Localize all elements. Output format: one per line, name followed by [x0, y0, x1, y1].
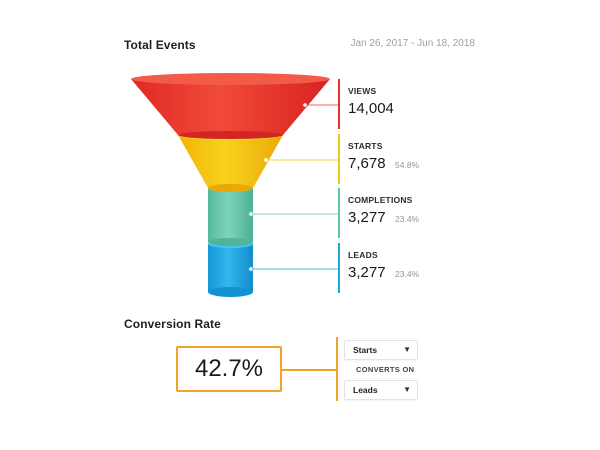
stage-starts[interactable]: STARTS 7,678 54.8%: [338, 134, 419, 184]
stage-percent: 23.4%: [395, 214, 420, 224]
rate-connector: [280, 369, 338, 371]
stage-views[interactable]: VIEWS 14,004: [338, 79, 394, 129]
chevron-down-icon: ▼: [403, 345, 411, 354]
conversion-rate-title: Conversion Rate: [124, 317, 221, 331]
stage-label: LEADS: [348, 250, 378, 260]
stage-percent: 54.8%: [395, 160, 420, 170]
rate-accent-bar: [336, 337, 338, 401]
stage-label: STARTS: [348, 141, 383, 151]
funnel-views-segment[interactable]: [131, 73, 330, 139]
stage-percent: 23.4%: [395, 269, 420, 279]
conversion-rate-value: 42.7%: [176, 346, 282, 392]
date-range[interactable]: Jan 26, 2017 - Jun 18, 2018: [350, 38, 475, 49]
total-events-title: Total Events: [124, 38, 196, 52]
stage-label: VIEWS: [348, 86, 377, 96]
leads-dot: [248, 266, 254, 272]
from-stage-select[interactable]: Starts ▼: [344, 340, 418, 360]
stage-label: COMPLETIONS: [348, 195, 413, 205]
stage-completions[interactable]: COMPLETIONS 3,277 23.4%: [338, 188, 419, 238]
to-stage-selected: Leads: [353, 385, 378, 395]
to-stage-select[interactable]: Leads ▼: [344, 380, 418, 400]
stage-leads[interactable]: LEADS 3,277 23.4%: [338, 243, 419, 293]
stage-value: 7,678: [348, 155, 386, 172]
converts-on-label: CONVERTS ON: [356, 365, 415, 374]
from-stage-selected: Starts: [353, 345, 378, 355]
funnel-leads-segment[interactable]: [208, 240, 253, 297]
stage-value: 3,277: [348, 209, 386, 226]
chevron-down-icon: ▼: [403, 385, 411, 394]
stage-value: 3,277: [348, 264, 386, 281]
starts-dot: [263, 157, 269, 163]
funnel-completions-segment[interactable]: [208, 184, 253, 246]
funnel-chart: [131, 73, 338, 297]
views-dot: [302, 102, 308, 108]
completions-dot: [248, 211, 254, 217]
stage-value: 14,004: [348, 100, 394, 117]
